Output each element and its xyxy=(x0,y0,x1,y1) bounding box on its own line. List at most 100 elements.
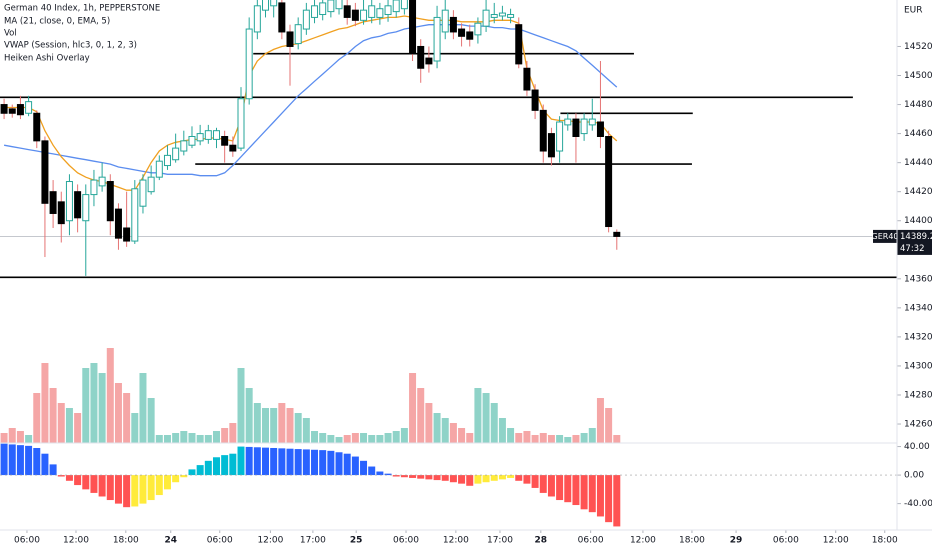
oscillator-bar xyxy=(368,466,376,476)
volume-bar xyxy=(474,388,482,443)
candle-body xyxy=(539,109,547,152)
y-tick-label: 14300.0 xyxy=(904,361,932,371)
candle-body xyxy=(507,14,515,18)
volume-bar xyxy=(270,408,278,443)
legend: German 40 Index, 1h, PEPPERSTONE MA (21,… xyxy=(4,4,160,64)
volume-bar xyxy=(16,431,24,443)
volume-bar xyxy=(286,408,294,443)
oscillator-bar xyxy=(204,460,212,476)
oscillator-bar xyxy=(580,475,588,510)
volume-bar xyxy=(90,363,98,443)
volume-bar xyxy=(114,383,122,443)
oscillator-bar xyxy=(425,475,433,480)
candle-body xyxy=(49,191,57,214)
oscillator-bar xyxy=(114,475,122,504)
volume-bar xyxy=(212,431,220,443)
volume-bar xyxy=(351,433,359,443)
oscillator-bar xyxy=(433,475,441,481)
candle-body xyxy=(343,5,351,18)
x-tick-label: 17:00 xyxy=(300,536,326,546)
volume-bar xyxy=(139,373,147,443)
x-tick-label: 12:00 xyxy=(257,536,283,546)
candle-body xyxy=(82,194,90,222)
volume-bar xyxy=(49,388,57,443)
candle-body xyxy=(286,31,294,47)
oscillator-bar xyxy=(90,475,98,493)
candle-body xyxy=(245,28,253,100)
candle-body xyxy=(351,9,359,21)
oscillator-bar xyxy=(57,475,65,477)
volume-bar xyxy=(98,373,106,443)
oscillator-bar xyxy=(262,447,270,476)
volume-bar xyxy=(507,428,515,443)
volume-bar xyxy=(106,348,114,443)
candle-body xyxy=(90,179,98,196)
volume-bar xyxy=(41,363,49,443)
currency: EUR xyxy=(904,6,923,16)
volume-bar xyxy=(605,408,613,443)
oscillator-bar xyxy=(33,447,41,476)
vwap-line xyxy=(4,15,618,191)
x-tick-label: 28 xyxy=(535,536,548,546)
osc-tick-label: 40.00 xyxy=(904,442,930,452)
volume-bar xyxy=(360,433,368,443)
volume-bar xyxy=(278,403,286,443)
candle-body xyxy=(237,98,245,149)
oscillator-bar xyxy=(221,455,229,476)
oscillator-bar xyxy=(49,464,57,476)
volume-bar xyxy=(319,433,327,443)
oscillator-bar xyxy=(400,475,408,478)
volume-bar xyxy=(458,428,466,443)
oscillator-bar xyxy=(286,448,294,476)
oscillator-bar xyxy=(376,471,384,476)
volume-bar xyxy=(245,388,253,443)
oscillator-bar xyxy=(507,475,515,478)
volume-bar xyxy=(57,403,65,443)
y-tick-label: 14500.0 xyxy=(904,71,932,81)
volume-bar xyxy=(302,418,310,443)
oscillator-bar xyxy=(253,447,261,476)
oscillator-bar xyxy=(327,450,335,476)
x-tick-label: 06:00 xyxy=(207,536,233,546)
volume-bar xyxy=(384,433,392,443)
oscillator-bar xyxy=(106,475,114,501)
symbol-label: GER40 xyxy=(872,232,899,241)
y-tick-label: 14480.0 xyxy=(904,100,932,110)
price-badge xyxy=(897,229,932,255)
volume-bar xyxy=(596,398,604,443)
oscillator-bar xyxy=(245,446,253,476)
oscillator-bar xyxy=(547,475,555,497)
candle-body xyxy=(360,9,368,21)
candle-body xyxy=(25,101,33,114)
volume-bar xyxy=(588,428,596,443)
candle-body xyxy=(180,140,188,152)
oscillator-bar xyxy=(596,475,604,517)
candle-body xyxy=(433,16,441,62)
legend-item: MA (21, close, 0, EMA, 5) xyxy=(4,17,110,27)
oscillator-bar xyxy=(335,452,343,476)
volume-bar xyxy=(123,393,131,443)
candle-body xyxy=(262,0,270,11)
oscillator-bar xyxy=(572,475,580,506)
chart-title: German 40 Index, 1h, PEPPERSTONE xyxy=(4,4,160,14)
oscillator-bar xyxy=(449,475,457,483)
volume-bar xyxy=(515,433,523,443)
candle-body xyxy=(580,118,588,135)
lower-panes xyxy=(0,348,897,527)
price-label: 14389.2 xyxy=(900,232,932,242)
volume-bar xyxy=(163,435,171,443)
y-tick-label: 14320.0 xyxy=(904,332,932,342)
oscillator-bar xyxy=(613,475,621,527)
volume-bar xyxy=(311,431,319,443)
x-tick-label: 17:00 xyxy=(487,536,513,546)
oscillator-bar xyxy=(466,475,474,486)
volume-bar xyxy=(65,408,73,443)
candle-body xyxy=(188,136,196,146)
oscillator-bar xyxy=(294,449,302,476)
volume-bar xyxy=(523,431,531,443)
volume-bar xyxy=(229,423,237,443)
volume-bar xyxy=(253,403,261,443)
x-tick-label: 06:00 xyxy=(14,536,40,546)
oscillator-bar xyxy=(278,448,286,476)
volume-bar xyxy=(196,435,204,443)
